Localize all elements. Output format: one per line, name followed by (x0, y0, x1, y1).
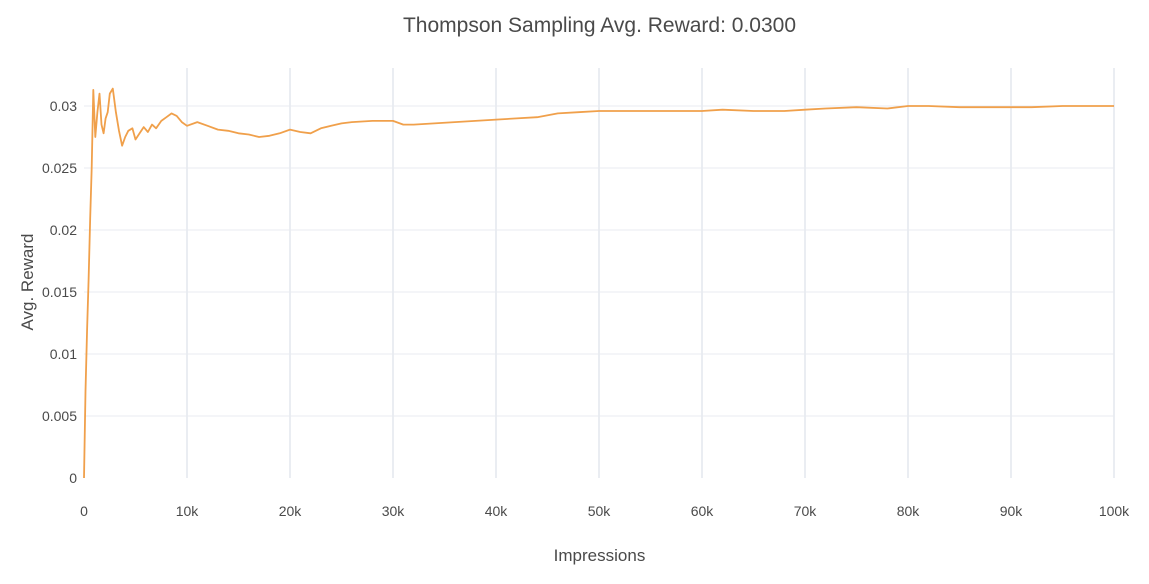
y-tick-label: 0.015 (42, 284, 77, 300)
y-tick-label: 0 (69, 470, 77, 486)
y-axis-ticks: 0 0.005 0.01 0.015 0.02 0.025 0.03 (42, 98, 77, 486)
plot-area (83, 87, 1114, 479)
x-tick-label: 0 (80, 503, 88, 519)
x-axis-ticks: 0 10k 20k 30k 40k 50k 60k 70k 80k 90k 100k (80, 503, 1130, 519)
y-axis-label: Avg. Reward (18, 233, 37, 331)
x-tick-label: 50k (588, 503, 612, 519)
x-axis-label: Impressions (553, 546, 646, 565)
x-tick-label: 10k (176, 503, 200, 519)
x-tick-label: 20k (279, 503, 303, 519)
x-tick-label: 70k (794, 503, 818, 519)
series-line-0 (83, 87, 1114, 479)
x-tick-label: 80k (897, 503, 921, 519)
y-tick-label: 0.005 (42, 408, 77, 424)
y-tick-label: 0.02 (50, 222, 77, 238)
gridlines (84, 68, 1115, 478)
y-tick-label: 0.03 (50, 98, 77, 114)
x-tick-label: 100k (1099, 503, 1130, 519)
y-tick-label: 0.01 (50, 346, 77, 362)
chart-title: Thompson Sampling Avg. Reward: 0.0300 (402, 14, 796, 37)
x-tick-label: 90k (1000, 503, 1024, 519)
x-tick-label: 60k (691, 503, 715, 519)
x-tick-label: 30k (382, 503, 406, 519)
x-tick-label: 40k (485, 503, 509, 519)
y-tick-label: 0.025 (42, 160, 77, 176)
